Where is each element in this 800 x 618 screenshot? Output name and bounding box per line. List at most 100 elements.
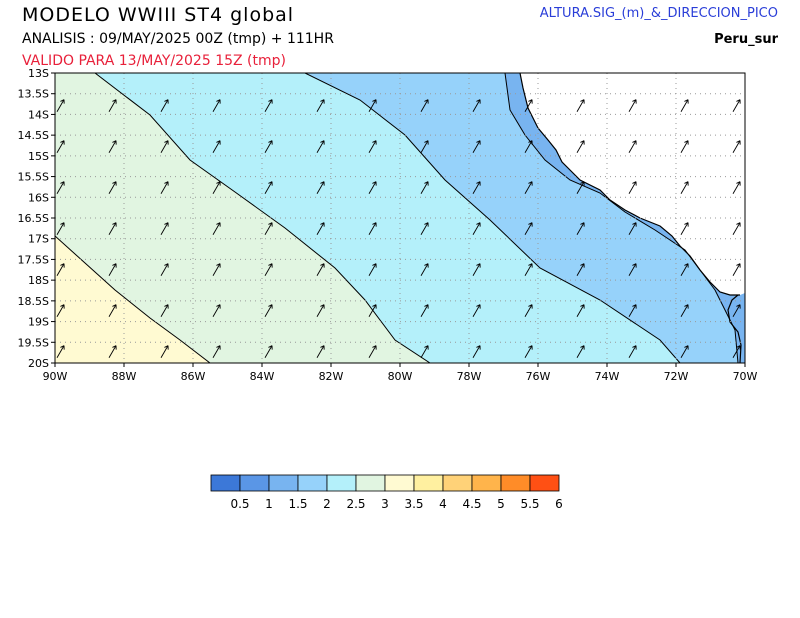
direction-arrow <box>576 263 585 276</box>
direction-arrow <box>212 304 221 317</box>
direction-arrow <box>212 222 221 235</box>
direction-arrow <box>264 140 273 153</box>
lat-tick-label: 18S <box>28 274 49 287</box>
direction-arrow <box>160 263 169 276</box>
direction-arrow <box>108 181 117 194</box>
direction-arrow <box>524 345 533 358</box>
direction-arrow <box>160 181 169 194</box>
legend-swatch <box>268 474 299 492</box>
direction-arrow <box>264 181 273 194</box>
direction-arrow <box>732 181 741 194</box>
lon-tick-label: 80W <box>388 370 413 383</box>
direction-arrow <box>264 345 273 358</box>
legend-swatch <box>297 474 328 492</box>
lon-tick-label: 86W <box>181 370 206 383</box>
direction-arrow <box>56 222 65 235</box>
direction-arrow <box>160 222 169 235</box>
legend-swatch <box>413 474 444 492</box>
direction-arrow <box>680 140 689 153</box>
direction-arrow <box>680 222 689 235</box>
direction-arrow <box>368 345 377 358</box>
valid-time: VALIDO PARA 13/MAY/2025 15Z (tmp) <box>22 53 286 69</box>
direction-arrow <box>316 140 325 153</box>
analysis-time: ANALISIS : 09/MAY/2025 00Z (tmp) + 111HR <box>22 31 334 47</box>
contour-2 <box>304 73 681 363</box>
direction-arrow <box>160 304 169 317</box>
contour-1.5 <box>504 73 739 363</box>
lat-tick-label: 15.5S <box>18 171 49 184</box>
legend-label: 0.5 <box>230 497 249 511</box>
direction-arrow <box>108 140 117 153</box>
legend-swatch <box>500 474 531 492</box>
direction-arrows <box>56 99 741 358</box>
direction-arrow <box>264 99 273 112</box>
direction-arrow <box>316 99 325 112</box>
direction-arrow <box>472 99 481 112</box>
direction-arrow <box>212 140 221 153</box>
direction-arrow <box>212 181 221 194</box>
direction-arrow <box>628 263 637 276</box>
land-peru <box>520 73 745 295</box>
lon-tick-label: 78W <box>457 370 482 383</box>
direction-arrow <box>732 140 741 153</box>
lat-tick-label: 14.5S <box>18 129 49 142</box>
lat-tick-label: 13S <box>28 67 49 80</box>
direction-arrow <box>576 99 585 112</box>
lat-tick-label: 14S <box>28 108 49 121</box>
colorbar-legend: 0.5 1 1.5 2 2.5 3 3.5 4 4.5 5 5.5 6 <box>210 474 563 511</box>
direction-arrow <box>108 99 117 112</box>
direction-arrow <box>472 304 481 317</box>
lat-tick-label: 19.5S <box>18 336 49 349</box>
legend-label: 3 <box>381 497 389 511</box>
lon-tick-label: 82W <box>319 370 344 383</box>
map-frame <box>54 72 746 364</box>
legend-label: 5 <box>497 497 505 511</box>
direction-arrow <box>628 181 637 194</box>
direction-arrow <box>56 140 65 153</box>
direction-arrow <box>212 345 221 358</box>
direction-arrow <box>680 181 689 194</box>
lat-tick-label: 13.5S <box>18 88 49 101</box>
direction-arrow <box>472 222 481 235</box>
direction-arrow <box>524 140 533 153</box>
legend-label: 4 <box>439 497 447 511</box>
grid-lines <box>51 72 746 367</box>
legend-swatch <box>471 474 502 492</box>
direction-arrow <box>212 263 221 276</box>
direction-arrow <box>576 222 585 235</box>
legend-swatch <box>442 474 473 492</box>
direction-arrow <box>160 99 169 112</box>
direction-arrow <box>160 345 169 358</box>
direction-arrow <box>264 304 273 317</box>
direction-arrow <box>264 263 273 276</box>
direction-arrow <box>420 304 429 317</box>
direction-arrow <box>420 181 429 194</box>
legend-swatch <box>239 474 270 492</box>
direction-arrow <box>56 304 65 317</box>
direction-arrow <box>472 140 481 153</box>
legend-label: 6 <box>555 497 563 511</box>
variable-label: ALTURA.SIG_(m)_&_DIRECCION_PICO <box>539 6 778 21</box>
direction-arrow <box>368 99 377 112</box>
legend-swatch <box>384 474 415 492</box>
direction-arrow <box>316 222 325 235</box>
direction-arrow <box>680 263 689 276</box>
legend-swatch <box>355 474 386 492</box>
lon-tick-label: 84W <box>250 370 275 383</box>
lon-tick-label: 74W <box>595 370 620 383</box>
direction-arrow <box>576 181 585 194</box>
lat-tick-label: 17.5S <box>18 253 49 266</box>
direction-arrow <box>108 345 117 358</box>
direction-arrow <box>576 304 585 317</box>
direction-arrow <box>316 181 325 194</box>
contour-2.5 <box>94 73 431 363</box>
direction-arrow <box>368 304 377 317</box>
direction-arrow <box>56 99 65 112</box>
direction-arrow <box>628 304 637 317</box>
direction-arrow <box>108 222 117 235</box>
direction-arrow <box>264 222 273 235</box>
direction-arrow <box>732 99 741 112</box>
lat-tick-label: 20S <box>28 357 49 370</box>
direction-arrow <box>524 304 533 317</box>
